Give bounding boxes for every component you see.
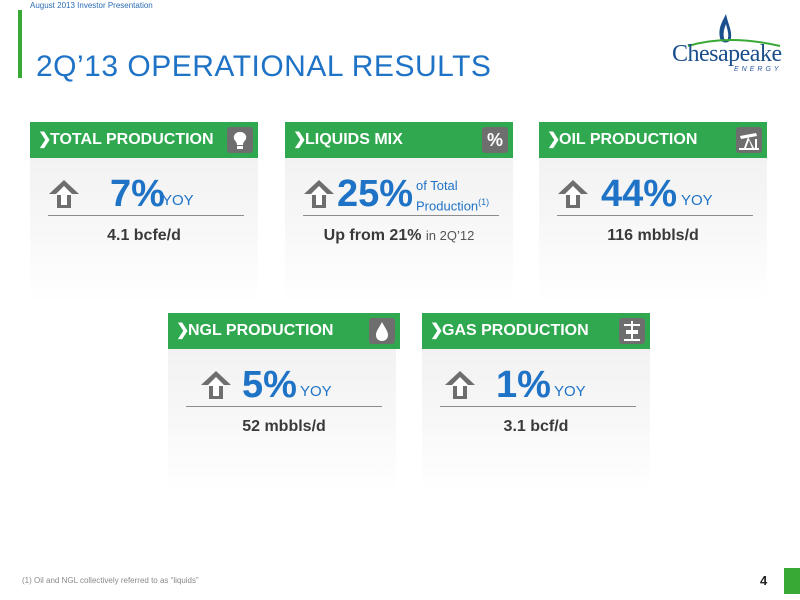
page-title: 2Q’13 OPERATIONAL RESULTS (36, 50, 492, 83)
card-total-production: ❯ TOTAL PRODUCTION 7% YOY 4.1 bcfe/d (30, 122, 258, 302)
card-oil-production: ❯ OIL PRODUCTION 44% YOY 116 mbbls/d (539, 122, 767, 302)
metric-unit: YOY (300, 383, 332, 400)
metric-value: 1% (496, 364, 551, 406)
card-title: GAS PRODUCTION (442, 322, 589, 339)
card-title: TOTAL PRODUCTION (50, 131, 214, 148)
card-header: ❯ TOTAL PRODUCTION (30, 122, 258, 158)
company-logo: Chesapeake ENERGY (668, 10, 788, 80)
chevron-right-icon: ❯ (176, 322, 190, 339)
pumpjack-icon (736, 127, 762, 153)
card-liquids-mix: ❯ LIQUIDS MIX % 25% of Total Production(… (285, 122, 513, 302)
card-header: ❯ NGL PRODUCTION (168, 313, 400, 349)
metric-unit-line2: Production(1) (416, 194, 489, 214)
card-ngl-production: ❯ NGL PRODUCTION 5% YOY 52 mbbls/d (168, 313, 400, 493)
chevron-right-icon: ❯ (547, 131, 561, 148)
divider (186, 406, 382, 407)
divider (440, 406, 636, 407)
card-background (168, 347, 396, 493)
metric-detail: 52 mbbls/d (242, 418, 326, 435)
metric-detail: 116 mbbls/d (607, 227, 699, 244)
lightbulb-icon (227, 127, 253, 153)
corner-accent (784, 568, 800, 594)
logo-tagline: ENERGY (734, 66, 782, 73)
divider (303, 215, 499, 216)
card-title: LIQUIDS MIX (305, 131, 403, 148)
up-arrow-icon (304, 180, 334, 208)
metric-unit: of Total Production(1) (416, 178, 489, 214)
card-header: ❯ GAS PRODUCTION (422, 313, 650, 349)
card-title: OIL PRODUCTION (559, 131, 698, 148)
chevron-right-icon: ❯ (430, 322, 444, 339)
chevron-right-icon: ❯ (293, 131, 307, 148)
metric-unit: YOY (554, 383, 586, 400)
metric-detail: Up from 21% in 2Q’12 (285, 227, 513, 245)
card-gas-production: ❯ GAS PRODUCTION 1% YOY 3.1 bcf/d (422, 313, 650, 493)
metric-unit-line1: of Total (416, 178, 458, 193)
chevron-right-icon: ❯ (38, 131, 52, 148)
metric-unit: YOY (162, 192, 194, 209)
metric-detail-light: in 2Q’12 (425, 228, 475, 243)
droplet-icon (369, 318, 395, 344)
card-background (30, 156, 258, 302)
presentation-label: August 2013 Investor Presentation (30, 1, 153, 10)
card-background (539, 156, 767, 302)
card-header: ❯ LIQUIDS MIX % (285, 122, 513, 158)
metric-detail: 4.1 bcfe/d (107, 227, 181, 244)
accent-bar (18, 10, 22, 78)
page-number: 4 (760, 573, 768, 588)
up-arrow-icon (558, 180, 588, 208)
metric-value: 25% (337, 173, 414, 215)
flame-logo-icon (687, 14, 781, 47)
card-header: ❯ OIL PRODUCTION (539, 122, 767, 158)
metric-unit-text: Production (416, 198, 479, 214)
metric-value: 44% (601, 173, 678, 215)
up-arrow-icon (49, 180, 79, 208)
metric-unit: YOY (681, 192, 713, 209)
footnote: (1) Oil and NGL collectively referred to… (22, 576, 199, 585)
gas-valve-icon (619, 318, 645, 344)
metric-value: 5% (242, 364, 297, 406)
metric-detail-strong: Up from 21% (323, 227, 422, 244)
metric-value: 7% (110, 173, 165, 215)
up-arrow-icon (445, 371, 475, 399)
divider (48, 215, 244, 216)
up-arrow-icon (201, 371, 231, 399)
percent-icon: % (482, 127, 508, 153)
logo-wordmark: Chesapeake (672, 41, 782, 67)
footnote-marker: (1) (478, 197, 490, 207)
card-background (285, 156, 513, 302)
metric-detail: 3.1 bcf/d (503, 418, 569, 435)
divider (557, 215, 753, 216)
card-title: NGL PRODUCTION (188, 322, 334, 339)
